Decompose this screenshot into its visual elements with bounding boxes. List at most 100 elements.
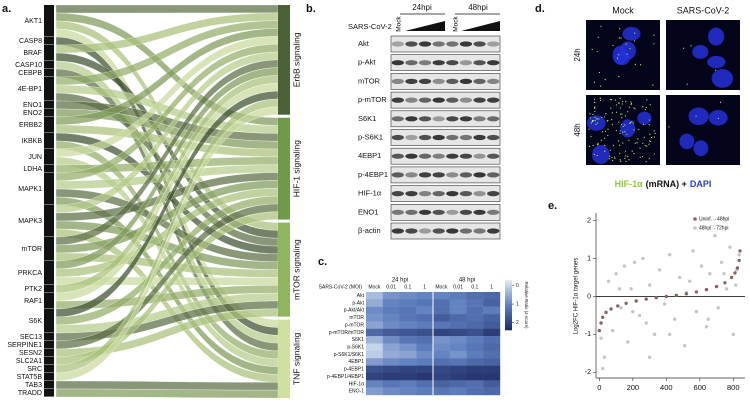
heatmap-cell (382, 365, 400, 374)
point (644, 321, 648, 325)
gene-label: IKBKB (21, 138, 42, 145)
blot-band (432, 228, 445, 234)
rna-spot (604, 137, 606, 139)
heatmap-cell (416, 336, 434, 344)
rna-spot (639, 156, 641, 158)
rna-spot (654, 132, 656, 135)
row-label: p-Akt (352, 300, 364, 306)
colorbar-step (505, 308, 512, 311)
blot-band (473, 60, 486, 66)
rna-spot (604, 116, 606, 118)
colorbar-step (505, 304, 512, 307)
rna-spot (639, 147, 641, 149)
rna-spot (719, 101, 722, 103)
column-title: SARS-CoV-2 (MOI) (319, 284, 363, 290)
blot-band (473, 191, 486, 197)
blot-band (432, 78, 445, 84)
blot-band (446, 153, 459, 159)
mock-label: Mock (453, 15, 460, 31)
blot-band (418, 60, 432, 66)
gene-label: ENO1 (23, 102, 42, 109)
point (704, 287, 709, 292)
rna-spot (695, 115, 697, 117)
heatmap-cell (483, 321, 501, 329)
x-tick-label: 800 (727, 383, 740, 392)
heatmap-cell (366, 358, 383, 366)
gene-node (44, 365, 54, 373)
gene-label: mTOR (22, 246, 42, 253)
rna-spot (619, 107, 622, 109)
row-label: Akt (357, 293, 365, 299)
rna-spot (590, 122, 592, 124)
gene-label: STAT5B (17, 374, 43, 381)
point (619, 306, 623, 310)
gene-label: S6K (29, 318, 43, 325)
rna-spot (614, 157, 616, 160)
rna-spot (683, 47, 685, 49)
heatmap-cell (416, 350, 434, 359)
heatmap-cell (382, 380, 400, 388)
blot-band (432, 97, 445, 103)
row-label: HIF-1α (349, 381, 365, 387)
blot-band (405, 78, 418, 84)
point (644, 297, 648, 301)
blot-strip (390, 110, 501, 128)
pathway-label: HIF-1 signaling (291, 140, 301, 197)
mock-label: Mock (396, 15, 403, 31)
heatmap-cell (483, 328, 501, 337)
rna-spot (644, 108, 647, 111)
gene-node (44, 349, 54, 357)
legend-label: 48hpi→72hpi (699, 225, 728, 231)
blot-band (391, 60, 404, 66)
gene-node (44, 341, 54, 349)
row-label: p-S6K1/S6K1 (334, 352, 365, 358)
gene-node (44, 149, 54, 165)
blot-band (432, 134, 445, 141)
rna-spot (642, 123, 645, 125)
nucleus (711, 68, 734, 88)
rna-spot (593, 81, 596, 83)
point (678, 275, 682, 280)
point (617, 287, 622, 291)
point (631, 309, 635, 314)
y-tick-label: 0 (587, 293, 591, 300)
point (694, 290, 699, 294)
heatmap-cell (466, 380, 484, 388)
blot-band (459, 116, 473, 122)
rna-spot (653, 136, 655, 138)
heatmap-cell (416, 306, 434, 315)
blot-band (487, 209, 500, 215)
blot-band (405, 153, 418, 159)
gene-label: ERBB2 (19, 122, 42, 129)
gene-node (44, 37, 54, 45)
rna-spot (589, 113, 591, 115)
rna-spot (591, 48, 593, 50)
gene-label: LDHA (23, 166, 42, 173)
point (713, 234, 717, 238)
rna-spot (653, 153, 655, 155)
heatmap-cell (416, 343, 434, 352)
row-label: ENO-1 (349, 389, 365, 395)
blot-band (487, 116, 500, 122)
column-label: Mock (435, 284, 447, 290)
blot-band (459, 78, 473, 84)
rna-spot (625, 43, 627, 45)
point (737, 253, 741, 257)
blot-band (473, 209, 486, 215)
colorbar-step (505, 302, 512, 305)
rna-spot (604, 144, 606, 146)
rna-spot (631, 150, 633, 152)
timepoint: 48hpi (468, 3, 488, 12)
gene-node (44, 293, 54, 309)
blot-band (418, 78, 432, 84)
row-label: p-4EBP1/4EBP1 (327, 374, 364, 380)
gene-node (44, 117, 54, 133)
blot-strip (390, 54, 501, 72)
rna-spot (612, 44, 614, 47)
y-tick-label: 2 (587, 217, 591, 224)
heatmap-cell (399, 292, 417, 300)
rna-spot (646, 99, 648, 101)
rna-spot (596, 122, 599, 124)
gene-node (44, 309, 54, 333)
panel-label: b. (306, 3, 316, 15)
